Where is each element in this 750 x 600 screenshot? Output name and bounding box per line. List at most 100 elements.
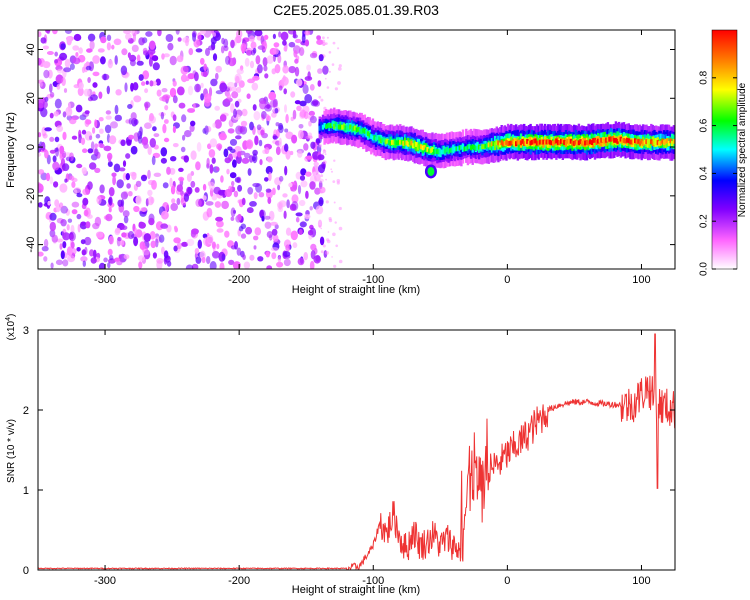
- noise-blob: [214, 119, 222, 129]
- noise-blob: [263, 65, 268, 72]
- signal-cell: [526, 139, 529, 144]
- noise-blob: [64, 178, 68, 183]
- noise-blob: [178, 102, 186, 109]
- noise-blob: [173, 237, 181, 244]
- noise-blob: [120, 65, 128, 76]
- noise-blob: [138, 74, 144, 81]
- noise-blob: [208, 149, 216, 158]
- noise-blob: [134, 227, 138, 238]
- noise-speckle: [338, 226, 343, 231]
- noise-blob: [243, 261, 251, 269]
- x-tick-label: 0: [504, 274, 510, 286]
- signal-cell: [663, 140, 666, 146]
- x-tick-label: -300: [94, 575, 116, 587]
- signal-cell: [605, 137, 608, 143]
- noise-blob: [200, 82, 204, 88]
- signal-cell: [376, 135, 379, 140]
- snr-multiplier-close: ): [6, 314, 17, 317]
- signal-cell: [421, 145, 424, 151]
- spectrogram-x-axis: -300 -200 -100 0 100: [94, 30, 651, 286]
- signal-cell: [590, 140, 593, 145]
- signal-cell: [346, 125, 349, 131]
- signal-cell: [606, 136, 610, 142]
- noise-blob: [143, 101, 151, 109]
- signal-cell: [597, 138, 600, 144]
- noise-blob: [178, 167, 184, 172]
- noise-blob: [156, 258, 164, 264]
- signal-cell: [458, 145, 461, 151]
- signal-cell: [537, 140, 540, 146]
- noise-blob: [236, 247, 242, 256]
- noise-blob: [63, 67, 72, 73]
- noise-blob: [187, 73, 195, 80]
- noise-blob: [90, 257, 97, 264]
- signal-cell: [381, 137, 384, 143]
- signal-cell: [534, 138, 537, 144]
- signal-cell: [494, 142, 497, 148]
- signal-cell: [579, 139, 582, 144]
- noise-blob: [60, 205, 68, 214]
- signal-cell: [611, 136, 614, 146]
- noise-blob: [54, 51, 58, 57]
- signal-cell: [664, 138, 667, 144]
- noise-blob: [147, 146, 152, 155]
- noise-blob: [318, 197, 324, 207]
- noise-blob: [44, 149, 49, 159]
- noise-blob: [42, 101, 48, 109]
- noise-blob: [241, 157, 250, 164]
- noise-blob: [89, 249, 95, 257]
- noise-speckle: [338, 206, 342, 211]
- noise-blob: [200, 30, 206, 35]
- signal-cell: [655, 139, 658, 145]
- noise-blob: [322, 65, 329, 75]
- noise-blob: [295, 216, 300, 223]
- noise-blob: [127, 191, 133, 197]
- noise-blob: [246, 49, 253, 56]
- noise-blob: [161, 88, 168, 93]
- noise-blob: [292, 242, 298, 249]
- snr-multiplier: (x104): [5, 314, 17, 341]
- signal-cell: [506, 141, 510, 146]
- noise-blob: [114, 104, 119, 115]
- noise-blob: [283, 210, 287, 219]
- noise-blob: [44, 127, 52, 132]
- noise-blob: [90, 141, 95, 151]
- noise-blob: [270, 247, 279, 252]
- noise-blob: [39, 81, 43, 87]
- noise-blob: [253, 192, 258, 200]
- noise-blob: [52, 30, 58, 35]
- noise-blob: [64, 30, 72, 34]
- noise-speckle: [319, 190, 323, 194]
- signal-cell: [589, 139, 592, 145]
- noise-blob: [280, 31, 289, 41]
- signal-cell: [445, 147, 449, 152]
- noise-blob: [261, 110, 267, 120]
- signal-cell: [474, 146, 478, 151]
- noise-blob: [69, 234, 74, 240]
- noise-blob: [142, 70, 150, 80]
- noise-blob: [38, 143, 42, 153]
- signal-cell: [468, 143, 471, 149]
- noise-blob: [94, 143, 98, 150]
- signal-cell: [568, 139, 571, 145]
- signal-cell: [318, 125, 321, 131]
- noise-blob: [67, 218, 73, 223]
- noise-blob: [249, 201, 257, 207]
- noise-blob: [133, 119, 139, 125]
- noise-blob: [38, 57, 42, 66]
- noise-blob: [42, 61, 51, 69]
- y-tick-label: -40: [25, 237, 37, 253]
- noise-blob: [172, 114, 177, 122]
- signal-cell: [511, 139, 515, 145]
- noise-blob: [209, 164, 214, 174]
- noise-blob: [210, 78, 218, 87]
- signal-cell: [564, 140, 568, 146]
- noise-blob: [230, 39, 235, 49]
- noise-blob: [76, 213, 82, 220]
- noise-blob: [305, 190, 309, 199]
- noise-blob: [43, 69, 50, 79]
- noise-blob: [121, 48, 128, 56]
- noise-blob: [100, 56, 106, 65]
- noise-blob: [296, 105, 302, 112]
- noise-blob: [281, 76, 289, 86]
